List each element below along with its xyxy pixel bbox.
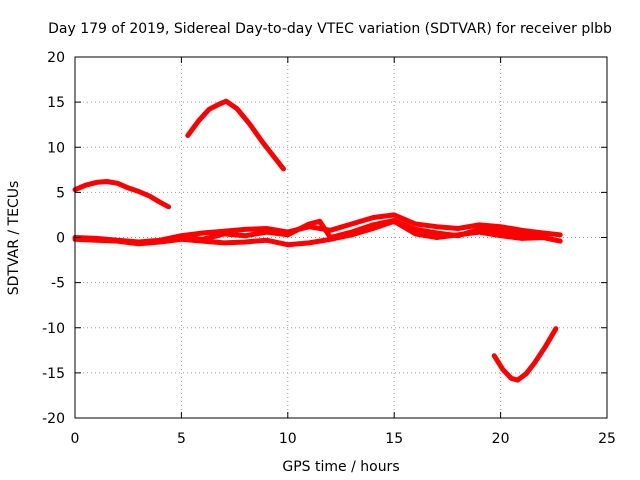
series-arc-3 <box>491 326 559 383</box>
series-arc-1 <box>72 179 172 210</box>
y-tick-label: 0 <box>56 231 65 247</box>
plot-frame <box>74 56 608 419</box>
chart-title: Day 179 of 2019, Sidereal Day-to-day VTE… <box>48 21 612 37</box>
x-tick-label: 10 <box>279 431 297 447</box>
y-tick-label: 15 <box>47 95 65 111</box>
x-tick-label: 0 <box>71 431 80 447</box>
x-tick-label: 15 <box>385 431 403 447</box>
y-tick-label: -15 <box>42 366 65 382</box>
y-tick-label: 20 <box>47 50 65 66</box>
series-band-3 <box>178 217 546 242</box>
x-tick-label: 5 <box>177 431 186 447</box>
x-tick-label: 20 <box>492 431 510 447</box>
series-arc-2 <box>185 98 286 172</box>
y-axis-label: SDTVAR / TECUs <box>6 181 22 296</box>
y-tick-label: 5 <box>56 185 65 201</box>
data-series <box>72 98 563 383</box>
y-tick-label: -10 <box>42 321 65 337</box>
y-tick-label: 10 <box>47 140 65 156</box>
x-tick-label: 25 <box>598 431 616 447</box>
series-band-2 <box>72 218 563 248</box>
x-axis-label: GPS time / hours <box>282 459 399 475</box>
y-tick-label: -5 <box>51 276 65 292</box>
y-tick-label: -20 <box>42 411 65 427</box>
axis-ticks: 0 5 10 15 20 25 -20 -15 -10 -5 0 5 10 15 20 <box>42 50 616 447</box>
